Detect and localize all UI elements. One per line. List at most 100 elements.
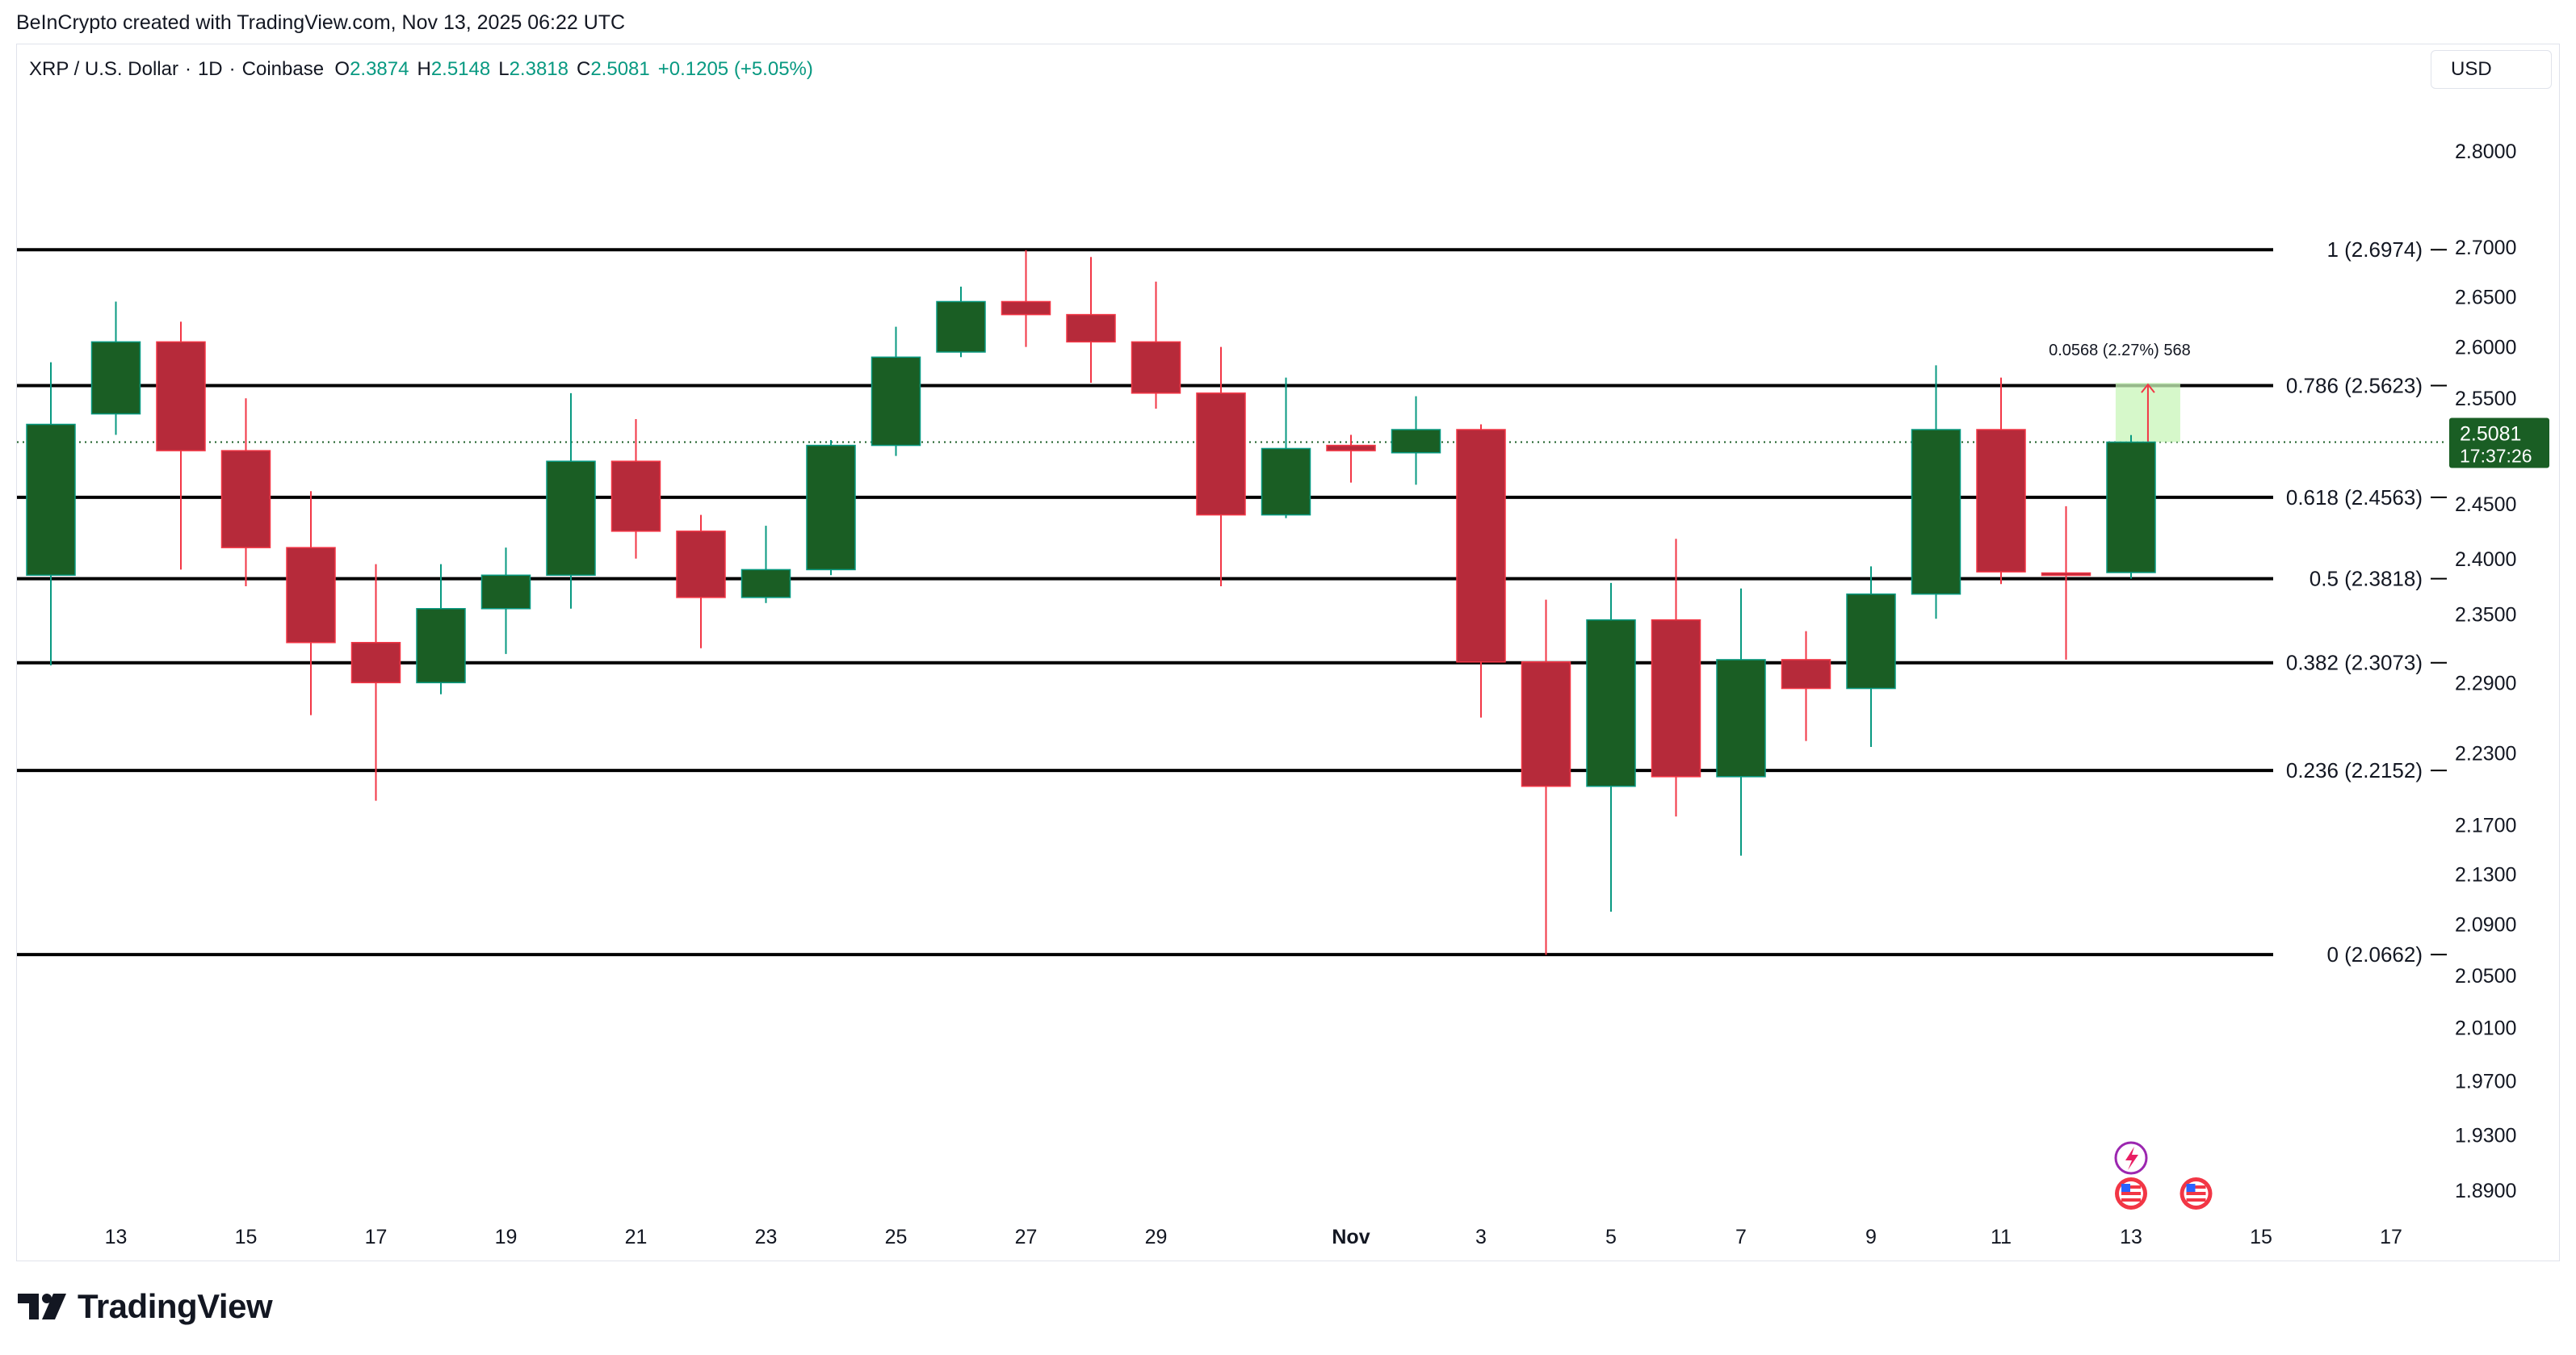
us-flag-stripe [2121,1192,2141,1195]
attribution-text: BeInCrypto created with TradingView.com,… [16,11,626,34]
time-axis-tick: 15 [235,1226,258,1248]
open-label: O [334,58,350,80]
time-axis-tick: 21 [625,1226,648,1248]
close-label: C [576,58,591,80]
fib-level-label: 1 (2.6974) [2326,237,2423,262]
candle-body-down [1196,392,1246,516]
price-axis-tick: 1.9700 [2455,1070,2516,1093]
price-axis-tick: 2.6000 [2455,337,2516,359]
candle-body-down [610,460,661,532]
us-flag-canton [2121,1184,2130,1192]
price-axis-tick: 2.7000 [2455,237,2516,259]
us-flag-canton [2186,1184,2196,1192]
candle-body-down [1521,661,1571,787]
candle-body-up [1261,447,1311,516]
high-label: H [417,58,431,80]
candle-body-down [1001,300,1051,316]
time-axis-tick: 17 [365,1226,388,1248]
price-axis-tick: 2.6500 [2455,286,2516,308]
symbol-exchange: Coinbase [241,58,325,80]
candle-body-down [1976,429,2026,573]
price-axis-tick: 2.2300 [2455,742,2516,765]
candle-body-up [90,341,141,415]
candle-body-up [871,356,921,447]
price-axis-tick: 2.5500 [2455,388,2516,410]
fib-level-label: 0.618 (2.4563) [2286,485,2423,510]
lightning-event-glyph [2125,1147,2138,1170]
time-axis-tick: 5 [1605,1226,1617,1248]
price-axis-tick: 2.2900 [2455,672,2516,694]
fib-level-label: 0.5 (2.3818) [2310,567,2423,591]
candle-body-down [676,531,726,598]
low-label: L [498,58,510,80]
candle-body-up [1586,619,1636,787]
candle-body-up [2106,441,2156,573]
candle-body-up [26,423,76,577]
measure-label: 0.0568 (2.27%) 568 [2049,342,2191,359]
candle-body-down [1066,313,1116,343]
tradingview-logo-icon [18,1294,66,1319]
candle-body-down [1326,444,1376,451]
high-value: 2.5148 [430,58,491,80]
price-axis-tick: 2.3500 [2455,604,2516,627]
currency-button[interactable]: USD [2431,50,2552,89]
candle-body-up [740,568,791,598]
time-axis-tick: 7 [1735,1226,1747,1248]
candle-body-down [1456,429,1506,663]
time-axis-tick: 3 [1475,1226,1487,1248]
tradingview-logo: TradingView [18,1287,273,1326]
us-flag-stripe [2186,1185,2206,1189]
candle-body-down [220,450,271,548]
candle-body-down [1131,341,1181,394]
time-axis-tick: 13 [105,1226,128,1248]
close-value: 2.5081 [590,58,650,80]
fib-level-label: 0.382 (2.3073) [2286,651,2423,675]
symbol-name[interactable]: XRP / U.S. Dollar [29,58,178,80]
candle-body-up [806,444,856,571]
fib-level-label: 0 (2.0662) [2326,942,2423,967]
chart-frame [16,44,2560,1261]
time-axis-tick: 13 [2120,1226,2142,1248]
candle-body-down [1781,659,1831,690]
candle-body-up [936,300,986,353]
time-axis-tick: 25 [885,1226,908,1248]
time-axis-tick: 15 [2250,1226,2272,1248]
time-axis-tick: 17 [2380,1226,2402,1248]
symbol-legend: XRP / U.S. Dollar · 1D · Coinbase O2.3874 H2.… [29,58,813,80]
time-axis-tick: 27 [1015,1226,1038,1248]
candle-body-up [416,607,466,684]
fib-level-label: 0.236 (2.2152) [2286,758,2423,782]
price-axis-tick: 2.0100 [2455,1017,2516,1039]
time-axis-tick: Nov [1332,1226,1370,1248]
candle-body-down [2041,572,2091,577]
price-axis-tick: 1.9300 [2455,1124,2516,1147]
last-price-value: 2.5081 [2460,422,2521,445]
last-price-badge [2449,417,2549,468]
tradingview-brand: TradingView [78,1287,273,1325]
measure-arrow-head [2141,383,2155,393]
price-axis-tick: 1.8900 [2455,1180,2516,1202]
time-axis-tick: 11 [1991,1226,2012,1248]
low-value: 2.3818 [509,58,568,80]
candle-body-down [350,641,401,684]
price-axis-tick: 2.4000 [2455,548,2516,571]
us-flag-stripe [2186,1192,2206,1195]
fib-level-label: 0.786 (2.5623) [2286,373,2423,397]
us-flag-stripe [2121,1198,2141,1202]
price-axis-tick: 2.0500 [2455,965,2516,988]
time-axis-tick: 9 [1865,1226,1877,1248]
price-axis-tick: 2.0900 [2455,914,2516,937]
symbol-interval[interactable]: 1D [197,58,223,80]
candle-body-up [1911,429,1961,595]
candle-body-down [286,547,336,644]
candle-body-up [480,574,531,610]
price-axis-tick: 2.1300 [2455,864,2516,887]
candle-body-down [1651,619,1701,778]
candle-body-up [1846,593,1896,690]
change-value: +0.1205 (+5.05%) [657,58,813,80]
last-price-countdown: 17:37:26 [2460,445,2532,466]
open-value: 2.3874 [350,58,409,80]
us-flag-stripe [2121,1185,2141,1189]
price-axis-tick: 2.8000 [2455,141,2516,163]
